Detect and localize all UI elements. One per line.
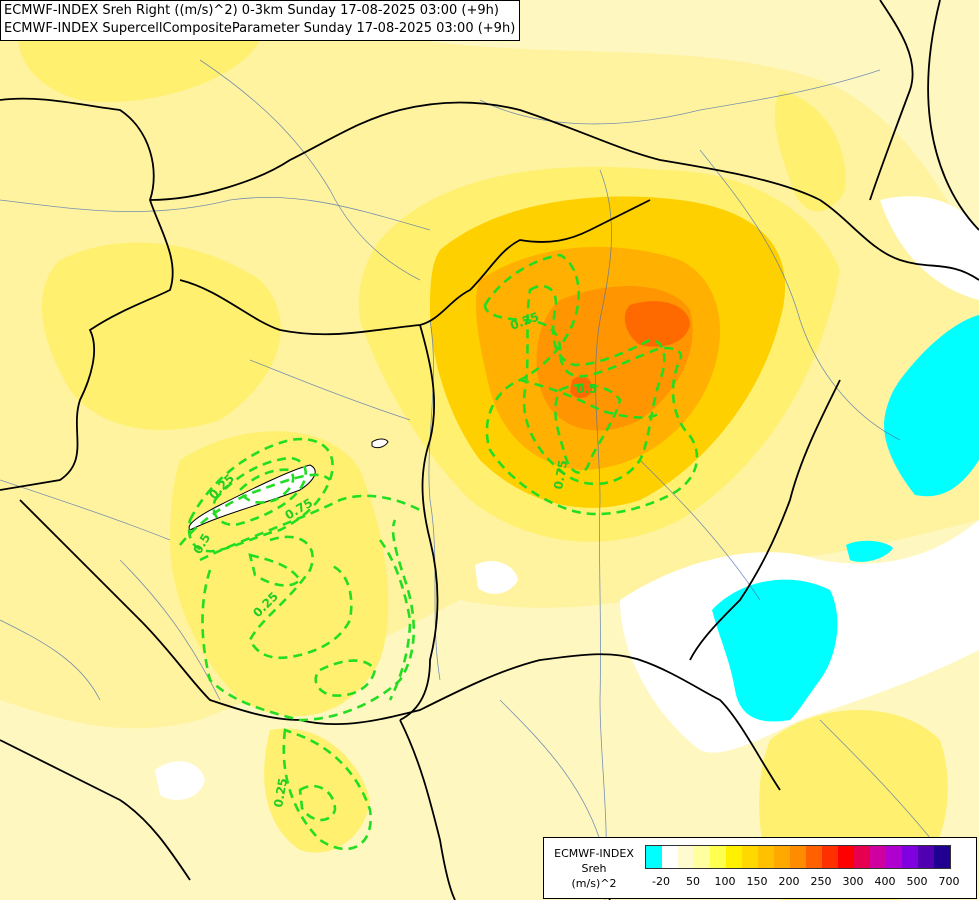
legend-swatch [662, 846, 678, 868]
legend-swatch [870, 846, 886, 868]
legend-tick-label: 700 [938, 875, 960, 888]
legend-color-bar [645, 845, 951, 869]
sreh-region [264, 728, 370, 853]
legend-tick-label: 400 [874, 875, 896, 888]
legend-swatch [790, 846, 806, 868]
sreh-region [570, 376, 593, 398]
scp-contour-label: 0.75 [551, 459, 570, 491]
legend-swatch [854, 846, 870, 868]
map-title-box: ECMWF-INDEX Sreh Right ((m/s)^2) 0-3km S… [0, 0, 521, 41]
legend-tick-label: 300 [842, 875, 864, 888]
legend-swatch [822, 846, 838, 868]
legend-title: ECMWF-INDEX Sreh (m/s)^2 [548, 846, 640, 891]
legend-swatch [838, 846, 854, 868]
sreh-region [41, 242, 281, 430]
legend-swatch [918, 846, 934, 868]
sreh-negative-region [846, 540, 893, 562]
legend-tick-label: 150 [746, 875, 768, 888]
legend-swatch [758, 846, 774, 868]
legend-title-line-2: Sreh [581, 862, 607, 875]
legend-swatch [646, 846, 662, 868]
legend-tick-label: 100 [714, 875, 736, 888]
legend-swatch [710, 846, 726, 868]
legend-swatch [774, 846, 790, 868]
legend-swatch [934, 846, 950, 868]
sreh-region [774, 90, 846, 212]
legend-swatch [726, 846, 742, 868]
legend-tick-label: -20 [652, 875, 670, 888]
scp-contour-label: 0.5 [576, 382, 597, 396]
rivers [0, 59, 941, 900]
legend-tick-label: 500 [906, 875, 928, 888]
scp-contour-label: 0.25 [271, 777, 290, 809]
sreh-region [624, 301, 690, 347]
legend-swatch [902, 846, 918, 868]
legend-tick-labels: -20 50 100 150 200 250 300 400 500 700 [645, 875, 975, 891]
color-legend: ECMWF-INDEX Sreh (m/s)^2 -20 50 100 150 200 2… [543, 837, 977, 899]
legend-swatch [742, 846, 758, 868]
legend-tick-label: 250 [810, 875, 832, 888]
lake [371, 438, 389, 449]
sreh-region [475, 560, 518, 594]
map-title-line-2: ECMWF-INDEX SupercellCompositeParameter … [4, 21, 516, 36]
map-title-line-1: ECMWF-INDEX Sreh Right ((m/s)^2) 0-3km S… [4, 3, 499, 18]
legend-title-line-1: ECMWF-INDEX [554, 847, 634, 860]
legend-swatch [886, 846, 902, 868]
legend-tick-label: 50 [686, 875, 700, 888]
legend-tick-label: 200 [778, 875, 800, 888]
sreh-region [155, 761, 205, 800]
sreh-region [880, 196, 979, 300]
scp-contours [178, 253, 699, 851]
legend-swatch [806, 846, 822, 868]
legend-swatch [678, 846, 694, 868]
sreh-negative-region [712, 579, 838, 722]
legend-swatch [694, 846, 710, 868]
sreh-negative-region [884, 315, 979, 497]
legend-title-line-3: (m/s)^2 [571, 877, 617, 890]
